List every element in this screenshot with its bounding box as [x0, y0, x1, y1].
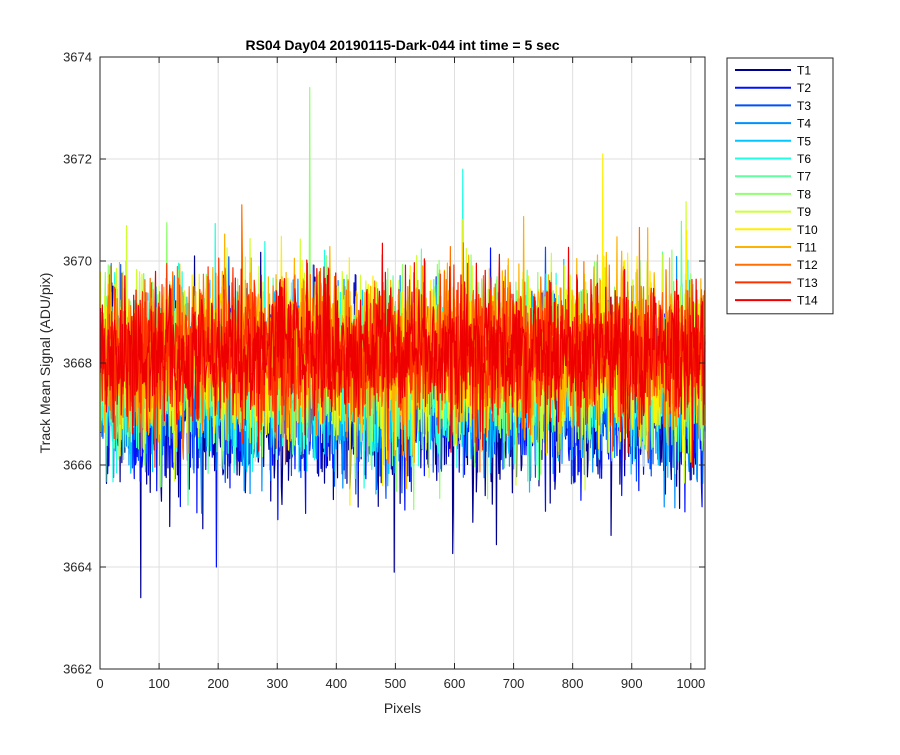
x-tick-label: 500 [385, 676, 407, 691]
legend-label-t6: T6 [797, 152, 811, 166]
y-tick-label: 3662 [63, 662, 92, 677]
y-tick-label: 3672 [63, 152, 92, 167]
legend-label-t10: T10 [797, 223, 818, 237]
y-tick-label: 3666 [63, 458, 92, 473]
x-tick-label: 600 [444, 676, 466, 691]
x-tick-label: 1000 [676, 676, 705, 691]
y-tick-label: 3670 [63, 254, 92, 269]
legend-label-t12: T12 [797, 258, 818, 272]
legend-label-t7: T7 [797, 170, 811, 184]
x-tick-label: 0 [96, 676, 103, 691]
legend-label-t13: T13 [797, 276, 818, 290]
x-axis-label: Pixels [384, 700, 421, 716]
legend-label-t5: T5 [797, 134, 811, 148]
x-tick-label: 800 [562, 676, 584, 691]
x-tick-label: 300 [266, 676, 288, 691]
series-line-t14 [99, 242, 706, 468]
legend-label-t3: T3 [797, 99, 811, 113]
y-axis-label: Track Mean Signal (ADU/pix) [37, 273, 53, 454]
y-tick-label: 3674 [63, 50, 92, 65]
series-layer [99, 87, 706, 599]
y-tick-label: 3668 [63, 356, 92, 371]
legend-label-t11: T11 [797, 241, 817, 255]
x-tick-label: 400 [325, 676, 347, 691]
x-tick-label: 700 [503, 676, 525, 691]
legend-box [726, 57, 834, 315]
legend-label-t4: T4 [797, 117, 811, 131]
y-tick-label: 3664 [63, 560, 92, 575]
legend-label-t8: T8 [797, 187, 811, 201]
x-tick-label: 100 [148, 676, 170, 691]
legend: T1 T2 T3 T4 T5 T6 T7 T8 T9 T10 T11 T12 T13 T14 [726, 57, 834, 315]
x-tick-label: 200 [207, 676, 229, 691]
legend-label-t14: T14 [797, 294, 818, 308]
legend-label-t9: T9 [797, 205, 811, 219]
chart-title: RS04 Day04 20190115-Dark-044 int time = … [245, 37, 559, 53]
ticks: 0 100 200 300 400 500 600 700 800 900 1000 3662 3664… [63, 50, 705, 692]
legend-label-t1: T1 [797, 64, 811, 78]
x-tick-label: 900 [621, 676, 643, 691]
legend-label-t2: T2 [797, 81, 811, 95]
